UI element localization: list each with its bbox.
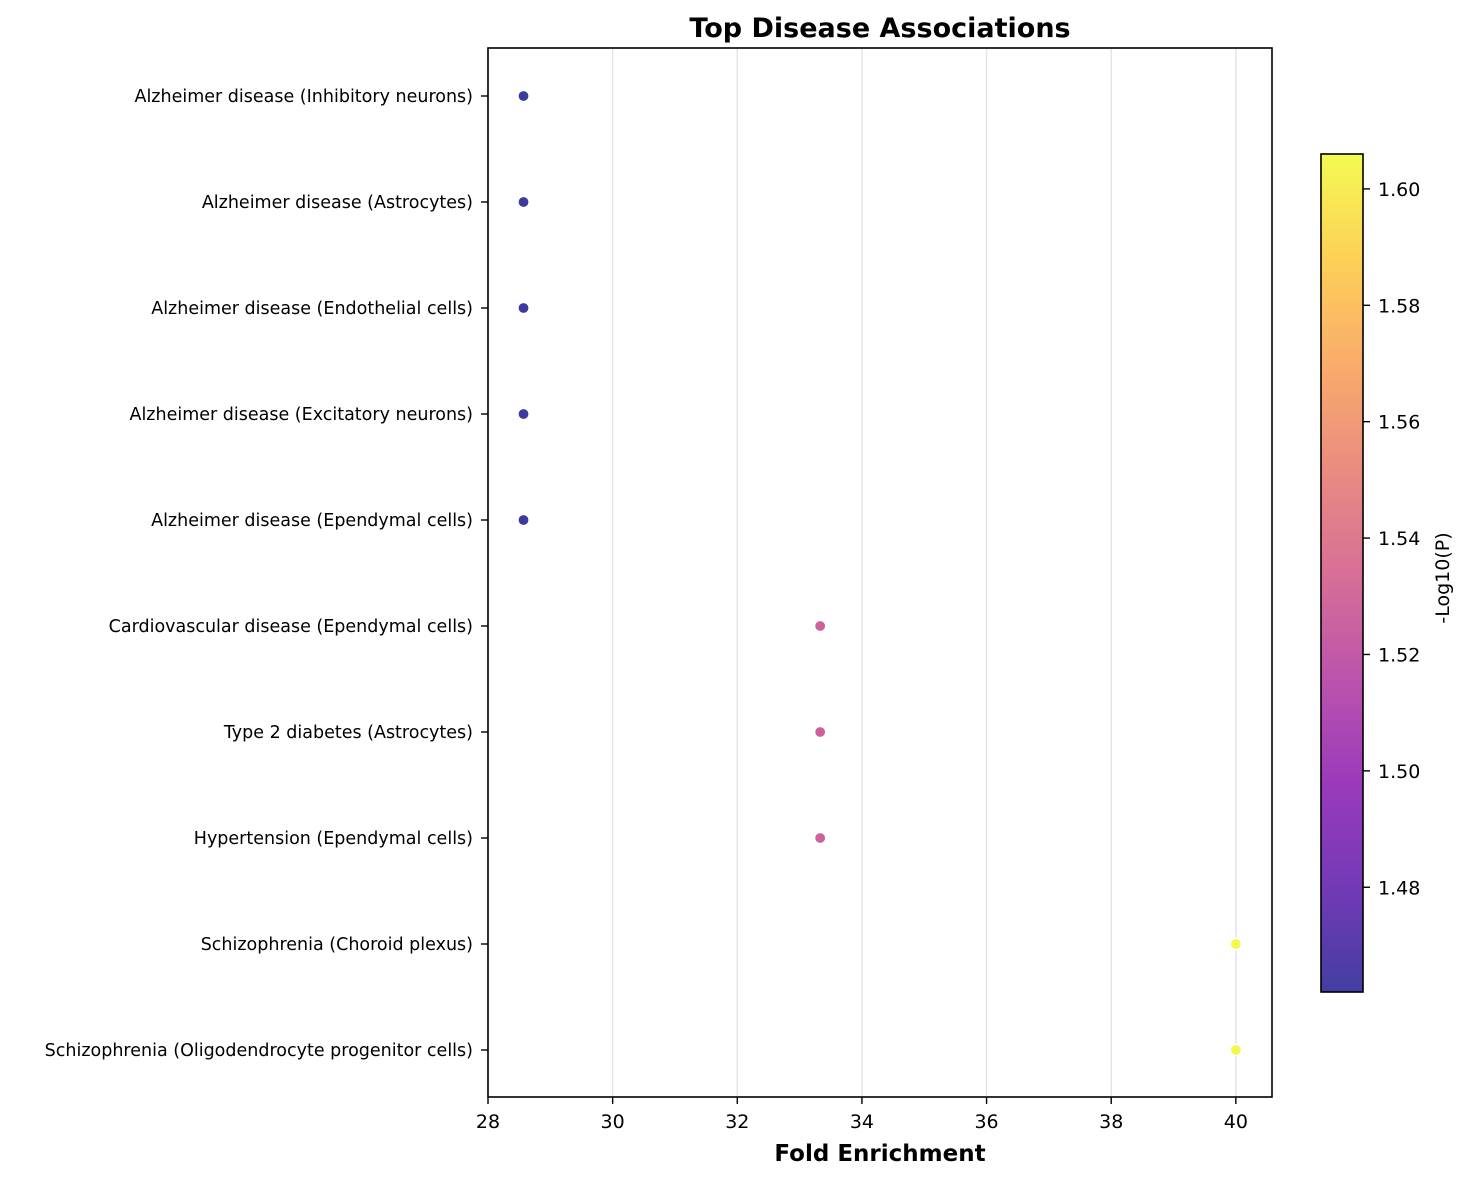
colorbar-tick-label: 1.48 bbox=[1378, 877, 1420, 899]
data-point bbox=[517, 195, 530, 209]
colorbar-label: -Log10(P) bbox=[1432, 532, 1454, 623]
y-tick-label: Alzheimer disease (Endothelial cells) bbox=[151, 299, 473, 319]
data-point bbox=[517, 301, 530, 315]
data-point bbox=[517, 89, 530, 103]
colorbar-tick-label: 1.58 bbox=[1378, 295, 1420, 317]
y-tick-label: Alzheimer disease (Inhibitory neurons) bbox=[134, 87, 473, 107]
colorbar-tick-label: 1.52 bbox=[1378, 644, 1420, 666]
x-tick-label: 34 bbox=[850, 1111, 874, 1133]
x-axis-label: Fold Enrichment bbox=[774, 1141, 985, 1167]
colorbar-tick-label: 1.60 bbox=[1378, 179, 1420, 201]
data-point bbox=[814, 619, 827, 633]
x-tick-label: 38 bbox=[1099, 1111, 1123, 1133]
colorbar-tick-label: 1.54 bbox=[1378, 528, 1420, 550]
y-tick-label: Alzheimer disease (Astrocytes) bbox=[202, 193, 473, 213]
x-tick-label: 30 bbox=[601, 1111, 625, 1133]
y-tick-label: Cardiovascular disease (Ependymal cells) bbox=[109, 617, 473, 637]
colorbar-frame bbox=[1320, 153, 1364, 993]
data-point bbox=[517, 407, 530, 421]
grid-lines bbox=[487, 48, 1237, 1097]
x-tick-label: 36 bbox=[974, 1111, 998, 1133]
y-tick-label: Type 2 diabetes (Astrocytes) bbox=[223, 723, 473, 743]
x-tick-label: 40 bbox=[1224, 1111, 1248, 1133]
x-tick-label: 28 bbox=[476, 1111, 500, 1133]
data-point bbox=[814, 831, 827, 845]
data-point bbox=[517, 513, 530, 527]
data-points bbox=[517, 89, 1242, 1057]
y-tick-label: Alzheimer disease (Ependymal cells) bbox=[151, 511, 473, 531]
y-tick-label: Schizophrenia (Oligodendrocyte progenito… bbox=[45, 1041, 473, 1061]
colorbar bbox=[1321, 154, 1363, 992]
data-point bbox=[1229, 1043, 1242, 1057]
colorbar-tick-label: 1.56 bbox=[1378, 412, 1420, 434]
data-point bbox=[1229, 937, 1242, 951]
colorbar-ticks: 1.48 1.50 1.52 1.54 1.56 1.58 1.60 bbox=[1363, 179, 1420, 899]
y-axis-labels: Alzheimer disease (Inhibitory neurons) Al… bbox=[45, 87, 488, 1061]
y-tick-label: Alzheimer disease (Excitatory neurons) bbox=[129, 405, 473, 425]
plot-frame bbox=[487, 47, 1273, 1098]
data-point bbox=[814, 725, 827, 739]
colorbar-tick-label: 1.50 bbox=[1378, 761, 1420, 783]
chart-title: Top Disease Associations bbox=[689, 13, 1070, 44]
x-axis-ticks: 28 30 32 34 36 38 40 bbox=[476, 1097, 1248, 1133]
x-tick-label: 32 bbox=[725, 1111, 749, 1133]
y-tick-label: Hypertension (Ependymal cells) bbox=[194, 829, 473, 849]
y-tick-label: Schizophrenia (Choroid plexus) bbox=[201, 935, 473, 955]
